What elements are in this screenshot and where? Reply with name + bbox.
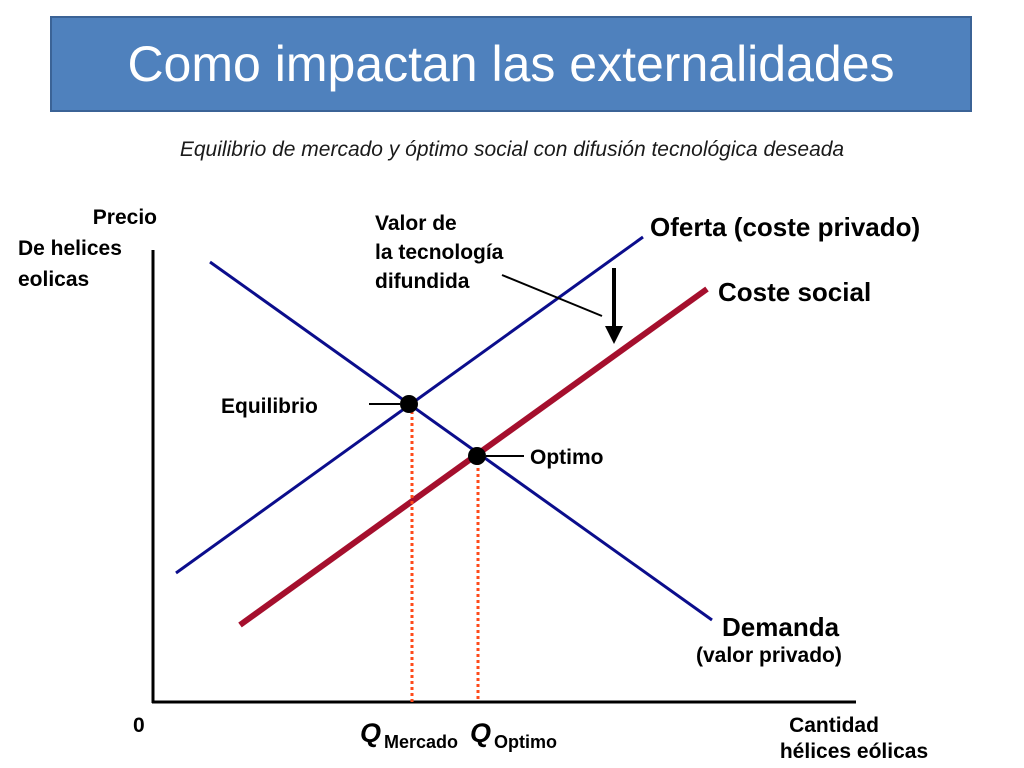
equilibrium-label: Equilibrio: [221, 395, 318, 418]
shift-arrow-head: [605, 326, 623, 344]
tech-value-label-line3: difundida: [375, 270, 470, 293]
slide-title: Como impactan las externalidades: [127, 36, 895, 92]
tech-value-label-line1: Valor de: [375, 212, 457, 235]
optimum-label: Optimo: [530, 446, 604, 469]
demand-label: Demanda: [722, 612, 840, 642]
q-optimum-subscript: Optimo: [494, 732, 557, 752]
tech-value-label-line2: la tecnología: [375, 241, 504, 264]
optimum-point: [468, 447, 486, 465]
q-market-symbol: Q: [360, 718, 381, 748]
y-axis-label-line1: Precio: [93, 206, 157, 229]
q-optimum-label: Q Optimo: [470, 718, 557, 752]
slide-subtitle: Equilibrio de mercado y óptimo social co…: [179, 138, 845, 161]
title-bar: Como impactan las externalidades: [50, 16, 972, 112]
equilibrium-point: [400, 395, 418, 413]
q-optimum-symbol: Q: [470, 718, 491, 748]
tech-value-pointer: [501, 274, 603, 317]
x-axis-label-line2: hélices eólicas: [780, 740, 928, 763]
y-axis-label-line2: De helices: [18, 237, 122, 260]
x-axis-label-line1: Cantidad: [789, 714, 879, 737]
q-market-label: Q Mercado: [360, 718, 458, 752]
supply-label: Oferta (coste privado): [650, 212, 920, 242]
demand-sublabel: (valor privado): [696, 644, 842, 667]
demand-curve: [209, 260, 713, 622]
social-cost-label: Coste social: [718, 277, 871, 307]
y-axis-label-line3: eolicas: [18, 268, 89, 291]
q-market-subscript: Mercado: [384, 732, 458, 752]
origin-label: 0: [133, 714, 145, 737]
